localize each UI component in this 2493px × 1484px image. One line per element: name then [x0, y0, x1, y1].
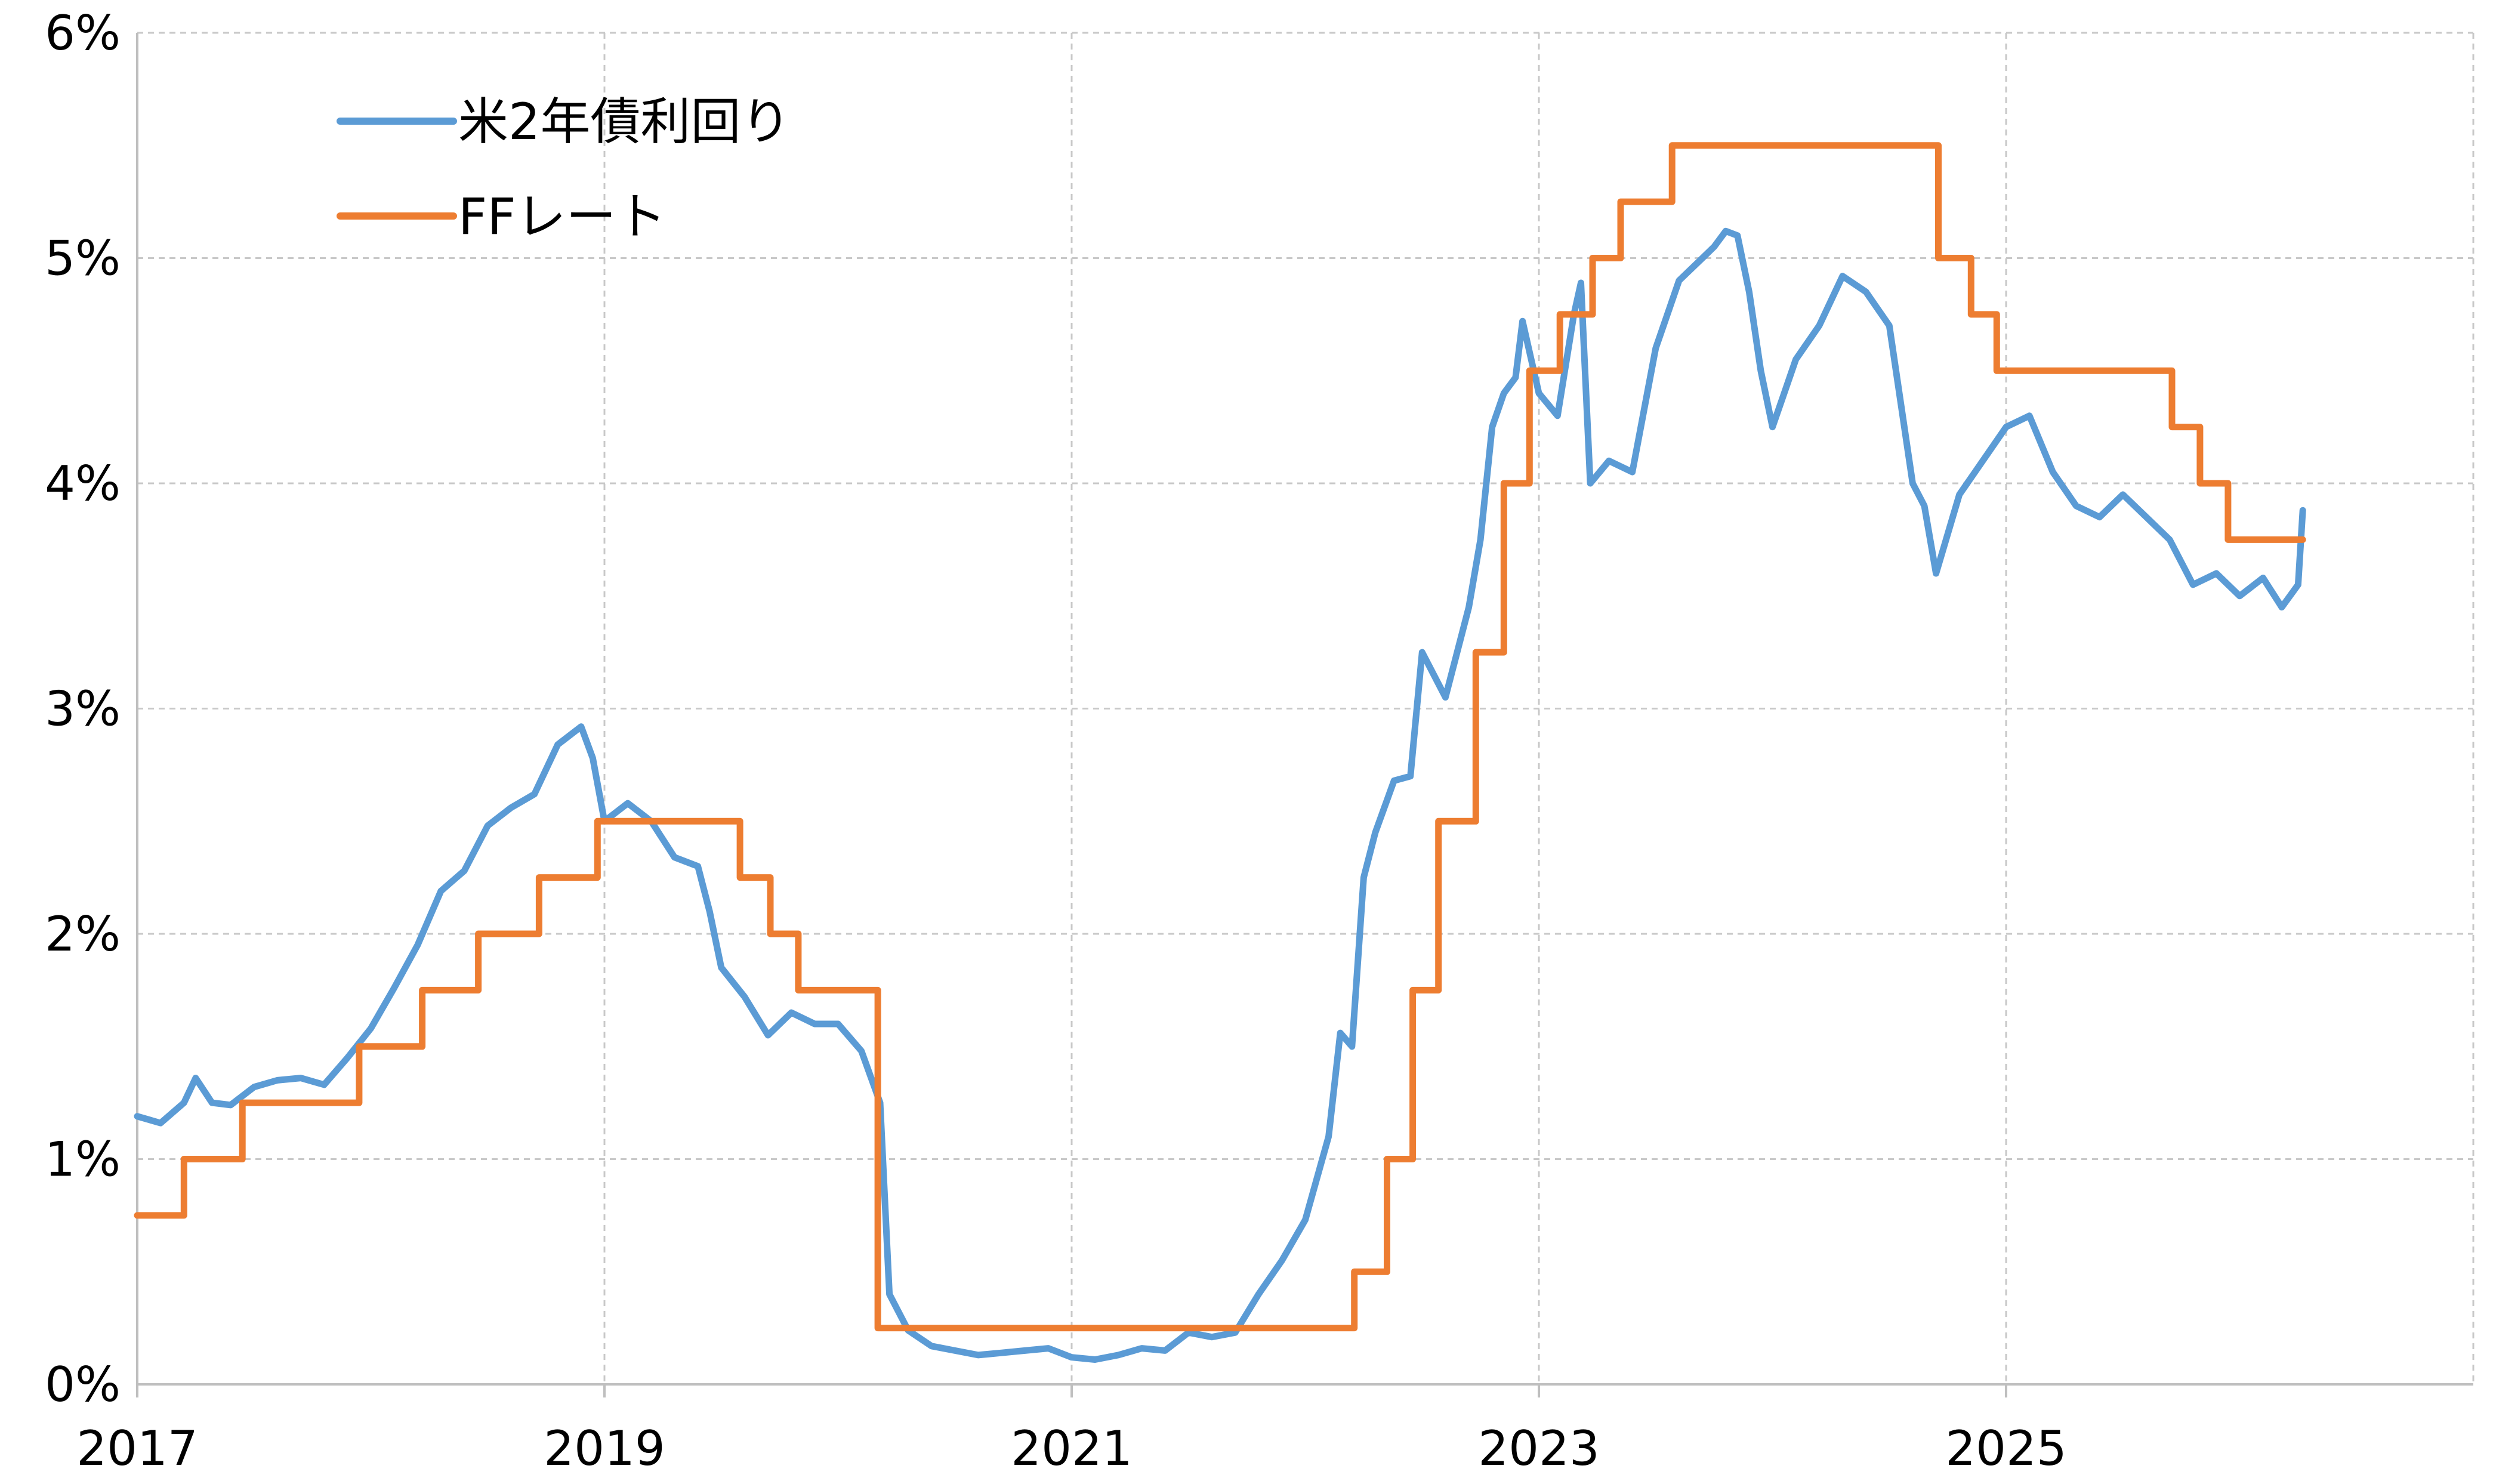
x-tick-label-4: 2025 [1945, 1421, 2067, 1476]
axes [136, 33, 2473, 1397]
x-tick-label-2: 2021 [1011, 1421, 1133, 1476]
series-line-1 [134, 142, 2306, 1332]
y-tick-label-3: 3% [45, 681, 121, 737]
legend-entry-1: FFレート [337, 187, 667, 246]
x-tick-label-3: 2023 [1478, 1421, 1600, 1476]
x-tick-label-1: 2019 [544, 1421, 665, 1476]
x-tick-label-0: 2017 [76, 1421, 198, 1476]
series-line-0 [134, 227, 2306, 1363]
legend: 米2年債利回り FFレート [337, 92, 791, 246]
y-tick-label-2: 2% [45, 906, 121, 962]
y-tick-label-5: 5% [45, 231, 121, 286]
legend-entry-0: 米2年債利回り [337, 92, 791, 151]
legend-label-1: FFレート [458, 187, 667, 246]
tick-labels: 0% 1% 2% 3% 4% 5% 6% 2017 2019 2021 2023 2025 [45, 5, 2067, 1476]
y-tick-label-6: 6% [45, 5, 121, 61]
y-tick-label-0: 0% [45, 1357, 121, 1412]
y-tick-label-4: 4% [45, 456, 121, 511]
series-lines [134, 142, 2306, 1363]
y-tick-label-1: 1% [45, 1132, 121, 1187]
legend-label-0: 米2年債利回り [458, 92, 791, 151]
